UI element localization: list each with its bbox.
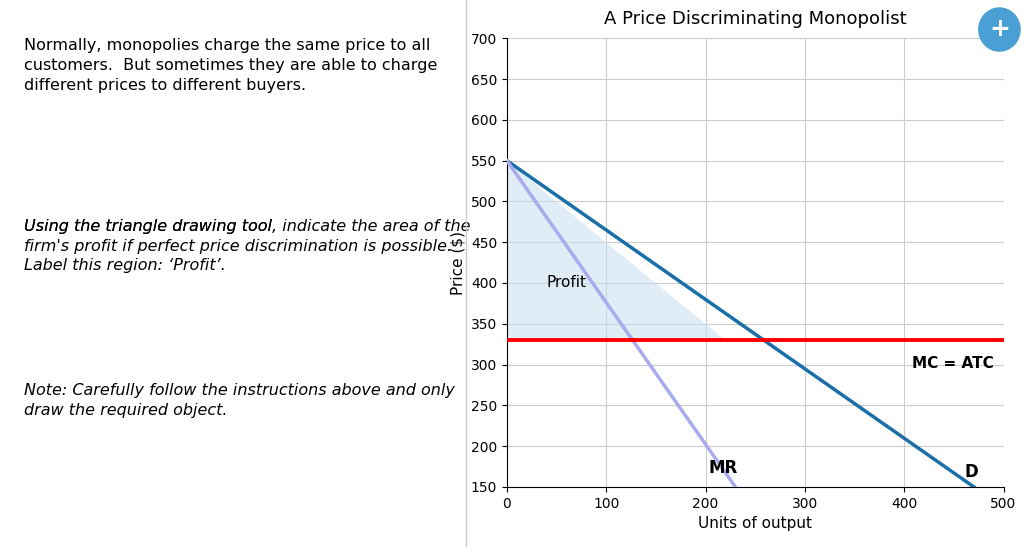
Title: A Price Discriminating Monopolist: A Price Discriminating Monopolist xyxy=(604,10,906,28)
Text: D: D xyxy=(965,463,979,481)
Text: MR: MR xyxy=(709,459,738,477)
Text: Note: Carefully follow the instructions above and only
draw the required object.: Note: Carefully follow the instructions … xyxy=(24,383,455,418)
Text: MC = ATC: MC = ATC xyxy=(911,356,993,371)
Polygon shape xyxy=(507,161,725,340)
Y-axis label: Price ($): Price ($) xyxy=(451,230,465,295)
Text: Normally, monopolies charge the same price to all
customers.  But sometimes they: Normally, monopolies charge the same pri… xyxy=(24,38,437,93)
Text: +: + xyxy=(989,16,1010,40)
Text: Using the triangle drawing tool, indicate the area of the
firm's profit if perfe: Using the triangle drawing tool, indicat… xyxy=(24,219,470,274)
Circle shape xyxy=(979,8,1020,51)
X-axis label: Units of output: Units of output xyxy=(698,516,812,531)
Text: Using the triangle drawing tool: Using the triangle drawing tool xyxy=(24,219,271,234)
Text: Profit: Profit xyxy=(547,276,587,290)
